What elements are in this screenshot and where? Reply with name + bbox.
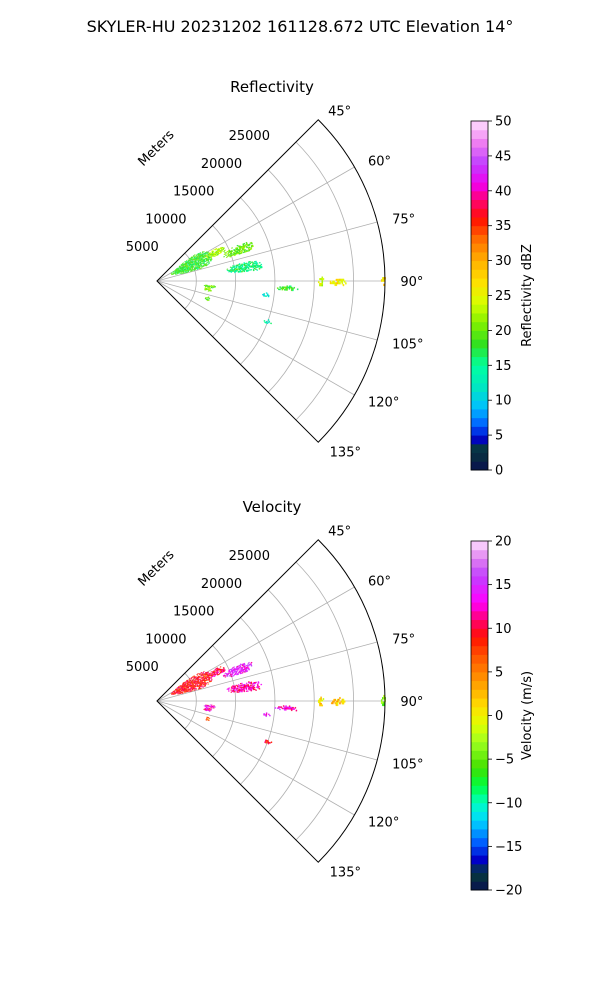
- azimuth-tick-label: 135°: [330, 866, 361, 881]
- azimuth-tick-label: 45°: [328, 524, 351, 539]
- velocity-panel: Velocity 45° 60° 75° 90° 105° 120° 135° 5000 1000…: [126, 498, 535, 899]
- azimuth-gridline: [156, 280, 355, 396]
- colorbar-tick-label: 15: [495, 359, 512, 374]
- colorbar-tick-label: −15: [495, 840, 522, 855]
- colorbar-tick-label: 30: [495, 254, 512, 269]
- azimuth-tick-label: 90°: [400, 695, 423, 710]
- echo-layer: [170, 241, 386, 325]
- sector-outline: [156, 119, 386, 443]
- colorbar: −20 −15 −10 −5 0 5 10 15 20 Velocity (m/s): [470, 535, 535, 899]
- echo-cell: [223, 241, 254, 258]
- colorbar: 0 5 10 15 20 25 30 35 40 45 50 Reflectivity dBZ: [470, 115, 535, 479]
- azimuth-gridline: [156, 641, 378, 702]
- echo-cell: [263, 712, 271, 717]
- azimuth-tick-label: 75°: [392, 213, 415, 228]
- echo-cell: [274, 705, 298, 712]
- echo-cell: [204, 287, 212, 292]
- colorbar-tick-label: 5: [495, 665, 503, 680]
- colorbar-tick-label: 20: [495, 535, 512, 550]
- figure-title: SKYLER-HU 20231202 161128.672 UTC Elevat…: [87, 17, 514, 36]
- echo-cell: [329, 278, 347, 287]
- azimuth-tick-label: 90°: [400, 275, 423, 290]
- echo-cell: [226, 260, 263, 274]
- azimuth-tick-label: 120°: [368, 816, 399, 831]
- echo-cell: [204, 296, 211, 302]
- range-tick-label: 25000: [229, 549, 270, 564]
- radius-axis-label: Meters: [135, 127, 177, 169]
- radius-axis-label: Meters: [135, 547, 177, 589]
- colorbar-tick-label: 5: [495, 429, 503, 444]
- range-tick-label: 5000: [126, 240, 159, 255]
- range-tick-label: 25000: [229, 129, 270, 144]
- echo-cell: [170, 671, 213, 696]
- echo-cell: [205, 246, 226, 259]
- range-tick-label: 5000: [126, 660, 159, 675]
- azimuth-tick-label: 45°: [328, 104, 351, 119]
- azimuth-gridline: [156, 280, 378, 341]
- colorbar-tick-label: 10: [495, 394, 512, 409]
- echo-cell: [207, 666, 226, 679]
- range-tick-label: 15000: [173, 185, 214, 200]
- sector-outline: [156, 539, 386, 863]
- echo-cell: [222, 661, 253, 678]
- colorbar-tick-label: −20: [495, 884, 522, 899]
- echo-cell: [264, 739, 273, 745]
- echo-cell: [276, 285, 299, 292]
- echo-cell: [203, 284, 216, 289]
- echo-cell: [203, 704, 216, 709]
- echo-cell: [262, 292, 270, 298]
- colorbar-tick-label: 0: [495, 464, 503, 479]
- range-tick-label: 10000: [145, 212, 186, 227]
- echo-cell: [330, 697, 346, 707]
- azimuth-tick-label: 105°: [392, 337, 423, 352]
- panel-title: Velocity: [243, 498, 302, 516]
- echo-layer: [170, 661, 386, 745]
- colorbar-label: Reflectivity dBZ: [520, 244, 535, 347]
- azimuth-tick-label: 60°: [368, 574, 391, 589]
- range-tick-label: 20000: [201, 577, 242, 592]
- colorbar-tick-label: −10: [495, 796, 522, 811]
- echo-cell: [318, 276, 325, 287]
- azimuth-gridline: [156, 221, 378, 282]
- azimuth-gridline: [156, 700, 355, 816]
- azimuth-tick-label: 120°: [368, 396, 399, 411]
- colorbar-tick-label: 20: [495, 324, 512, 339]
- colorbar-tick-label: 40: [495, 184, 512, 199]
- colorbar-tick-label: 50: [495, 115, 512, 130]
- colorbar-tick-label: 10: [495, 622, 512, 637]
- echo-cell: [263, 319, 273, 325]
- echo-cell: [203, 707, 213, 712]
- colorbar-tick-label: 45: [495, 149, 512, 164]
- colorbar-tick-label: 25: [495, 289, 512, 304]
- range-tick-label: 20000: [201, 157, 242, 172]
- colorbar-label: Velocity (m/s): [520, 671, 535, 760]
- azimuth-tick-label: 135°: [330, 446, 361, 461]
- echo-cell: [318, 696, 325, 707]
- azimuth-gridline: [156, 700, 378, 761]
- range-tick-label: 15000: [173, 605, 214, 620]
- colorbar-tick-label: 0: [495, 709, 503, 724]
- range-tick-label: 10000: [145, 632, 186, 647]
- echo-cell: [226, 681, 263, 693]
- colorbar-tick-label: 35: [495, 219, 512, 234]
- echo-cell: [205, 716, 211, 722]
- azimuth-tick-label: 60°: [368, 154, 391, 169]
- reflectivity-panel: Reflectivity45°60°75°90°105°120°135°5000…: [126, 78, 535, 479]
- azimuth-tick-label: 75°: [392, 633, 415, 648]
- echo-cell: [170, 251, 213, 276]
- colorbar-tick-label: 15: [495, 578, 512, 593]
- colorbar-tick-label: −5: [495, 753, 514, 768]
- panel-title: Reflectivity: [230, 78, 314, 96]
- azimuth-tick-label: 105°: [392, 757, 423, 772]
